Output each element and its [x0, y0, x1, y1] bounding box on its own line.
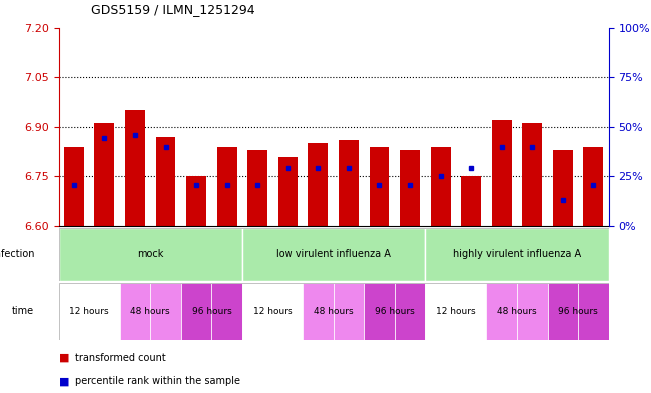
Bar [517, 283, 547, 340]
Text: 48 hours: 48 hours [314, 307, 353, 316]
Text: 48 hours: 48 hours [497, 307, 537, 316]
Text: GSM1350003: GSM1350003 [406, 228, 415, 279]
Bar [247, 150, 267, 226]
Text: GSM1350002: GSM1350002 [375, 228, 384, 279]
Bar [309, 143, 328, 226]
Text: GSM1350017: GSM1350017 [436, 228, 445, 279]
Bar [59, 283, 89, 340]
Text: ■: ■ [59, 376, 69, 386]
Text: transformed count: transformed count [75, 353, 165, 363]
Text: GSM1350023: GSM1350023 [344, 228, 353, 279]
Bar [425, 283, 456, 340]
Text: GSM1350000: GSM1350000 [222, 228, 231, 279]
Text: GSM1350015: GSM1350015 [283, 228, 292, 279]
Bar [400, 150, 420, 226]
Text: infection: infection [0, 250, 34, 259]
Bar [150, 283, 181, 340]
Text: 12 hours: 12 hours [70, 307, 109, 316]
Text: GSM1350021: GSM1350021 [161, 228, 170, 279]
Text: GSM1350007: GSM1350007 [589, 228, 598, 279]
Text: mock: mock [137, 250, 163, 259]
Bar [456, 283, 486, 340]
Bar [486, 283, 517, 340]
Bar [89, 283, 120, 340]
Bar [242, 283, 273, 340]
Bar [303, 283, 334, 340]
Bar [64, 147, 84, 226]
Text: low virulent influenza A: low virulent influenza A [276, 250, 391, 259]
Text: ■: ■ [59, 353, 69, 363]
Bar [339, 140, 359, 226]
Bar [578, 283, 609, 340]
Text: GSM1350019: GSM1350019 [467, 228, 476, 279]
Text: GSM1350020: GSM1350020 [130, 228, 139, 279]
Text: 12 hours: 12 hours [436, 307, 476, 316]
Text: time: time [12, 307, 34, 316]
Text: 96 hours: 96 hours [559, 307, 598, 316]
Bar [273, 283, 303, 340]
Text: highly virulent influenza A: highly virulent influenza A [453, 250, 581, 259]
Text: GSM1350022: GSM1350022 [314, 228, 323, 279]
Bar [156, 137, 176, 226]
Bar [212, 283, 242, 340]
Bar [120, 283, 150, 340]
Text: GSM1349996: GSM1349996 [191, 228, 201, 279]
Text: percentile rank within the sample: percentile rank within the sample [75, 376, 240, 386]
Bar [553, 150, 573, 226]
Text: GSM1350009: GSM1350009 [70, 228, 78, 279]
Bar [334, 283, 364, 340]
Bar [278, 156, 298, 226]
Bar [186, 176, 206, 226]
Text: GDS5159 / ILMN_1251294: GDS5159 / ILMN_1251294 [91, 3, 255, 16]
Text: 12 hours: 12 hours [253, 307, 292, 316]
Bar [461, 176, 481, 226]
Bar [583, 147, 603, 226]
Bar [125, 110, 145, 226]
Bar [492, 120, 512, 226]
Text: GSM1350013: GSM1350013 [253, 228, 262, 279]
Text: GSM1350005: GSM1350005 [559, 228, 567, 279]
Bar [364, 283, 395, 340]
Bar [522, 123, 542, 226]
Bar [395, 283, 425, 340]
Bar [217, 147, 236, 226]
Text: 96 hours: 96 hours [191, 307, 231, 316]
Text: GSM1350025: GSM1350025 [528, 228, 537, 279]
Text: 48 hours: 48 hours [130, 307, 170, 316]
Bar [547, 283, 578, 340]
Bar [431, 147, 450, 226]
Bar [94, 123, 115, 226]
Bar [425, 228, 609, 281]
Bar [181, 283, 212, 340]
Bar [242, 228, 425, 281]
Bar [370, 147, 389, 226]
Bar [59, 228, 242, 281]
Text: GSM1350011: GSM1350011 [100, 228, 109, 279]
Text: GSM1350024: GSM1350024 [497, 228, 506, 279]
Text: 96 hours: 96 hours [375, 307, 415, 316]
